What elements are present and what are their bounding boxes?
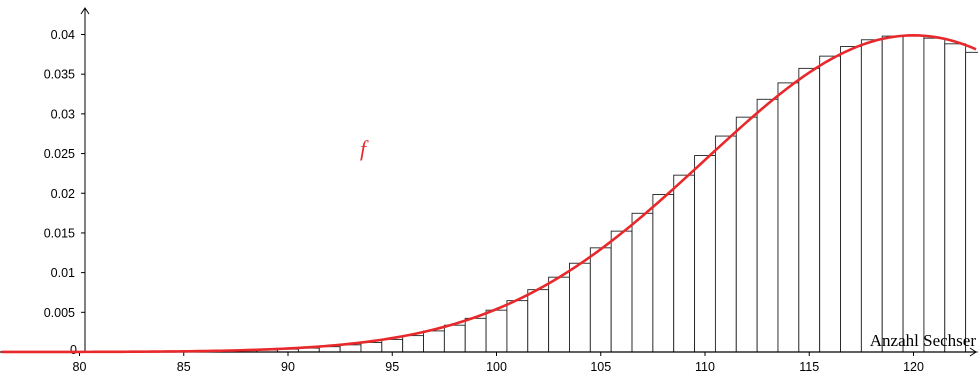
y-tick-label: 0.025 xyxy=(44,147,75,161)
bar-122 xyxy=(944,43,967,353)
bar-119 xyxy=(881,35,904,353)
bar-102 xyxy=(527,289,550,353)
bar-96 xyxy=(402,335,424,353)
x-tick-label: 110 xyxy=(695,360,715,374)
bar-103 xyxy=(548,276,570,353)
bar-120 xyxy=(902,35,925,353)
bar-93 xyxy=(339,344,362,353)
x-tick-label: 105 xyxy=(590,360,611,374)
bar-121 xyxy=(923,37,946,353)
bar-98 xyxy=(443,324,466,353)
y-tick-label: 0.03 xyxy=(51,107,75,121)
bar-107 xyxy=(631,212,654,353)
bar-101 xyxy=(506,300,529,353)
bar-104 xyxy=(569,262,591,353)
bar-106 xyxy=(610,230,633,353)
y-tick-label: 0.035 xyxy=(44,68,75,82)
normal-curve xyxy=(1,34,977,354)
x-tick-label: 100 xyxy=(486,360,507,374)
bar-110 xyxy=(694,155,716,353)
y-tick-label: 0.015 xyxy=(44,226,75,240)
bar-94 xyxy=(360,342,383,353)
y-tick-label: 0.02 xyxy=(51,187,75,201)
x-tick-label: 80 xyxy=(73,360,87,374)
bar-117 xyxy=(840,46,862,353)
bar-114 xyxy=(777,82,800,353)
bar-109 xyxy=(673,174,696,353)
x-tick-label: 115 xyxy=(799,360,819,374)
bar-113 xyxy=(756,98,779,353)
bar-99 xyxy=(464,317,487,353)
bar-118 xyxy=(860,39,883,353)
x-tick-label: 120 xyxy=(903,360,924,374)
bar-97 xyxy=(423,330,445,353)
bar-105 xyxy=(589,247,612,353)
bar-116 xyxy=(819,55,841,353)
y-tick-label: 0.04 xyxy=(51,28,75,42)
bar-115 xyxy=(798,67,821,353)
y-tick-label: 0 xyxy=(70,343,77,357)
bar-95 xyxy=(381,338,404,353)
y-tick-label: 0.01 xyxy=(51,266,75,280)
x-tick-label: 90 xyxy=(281,360,295,374)
bar-111 xyxy=(714,135,737,353)
x-axis-arrow xyxy=(969,347,977,357)
y-axis-arrow xyxy=(80,7,90,15)
x-ticks-group: 8085909510010511011512012513013514014515… xyxy=(73,352,924,374)
y-ticks-group: 0 0.005 0.01 0.015 0.02 0.025 0.03 0.035 0.04 xyxy=(44,28,85,357)
bar-112 xyxy=(735,116,758,353)
bar-100 xyxy=(485,309,508,353)
x-axis-label: Anzahl Sechser xyxy=(870,331,977,350)
bar-123 xyxy=(965,51,978,353)
curve-label: f xyxy=(360,136,369,161)
bars-group xyxy=(152,35,978,353)
x-tick-label: 85 xyxy=(177,360,191,374)
x-tick-label: 95 xyxy=(385,360,399,374)
bar-108 xyxy=(652,194,675,353)
y-tick-label: 0.005 xyxy=(44,306,75,320)
